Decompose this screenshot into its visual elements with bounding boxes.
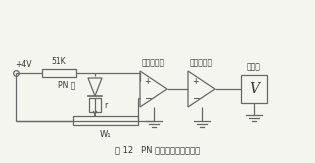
Text: PN 结: PN 结 (58, 81, 75, 89)
Polygon shape (188, 71, 215, 107)
Text: +: + (144, 76, 150, 86)
Text: W₁: W₁ (100, 130, 111, 139)
Bar (241, 75, 267, 103)
Text: 图 12   PN 结热电阻实验电路图: 图 12 PN 结热电阻实验电路图 (115, 145, 201, 154)
Text: +: + (192, 76, 198, 86)
Text: 差动放大器: 差动放大器 (142, 58, 165, 67)
Polygon shape (140, 71, 167, 107)
Polygon shape (88, 78, 102, 96)
Bar (89, 98, 101, 112)
Text: −: − (144, 94, 152, 103)
Text: 电压表: 电压表 (247, 62, 261, 71)
Text: −: − (192, 94, 199, 103)
Text: 电压放大器: 电压放大器 (190, 58, 213, 67)
Text: 51K: 51K (52, 57, 66, 66)
Text: r: r (104, 101, 107, 110)
Bar (42, 69, 76, 77)
Text: V: V (249, 82, 259, 96)
Bar (73, 116, 138, 125)
Text: +4V: +4V (15, 60, 32, 69)
